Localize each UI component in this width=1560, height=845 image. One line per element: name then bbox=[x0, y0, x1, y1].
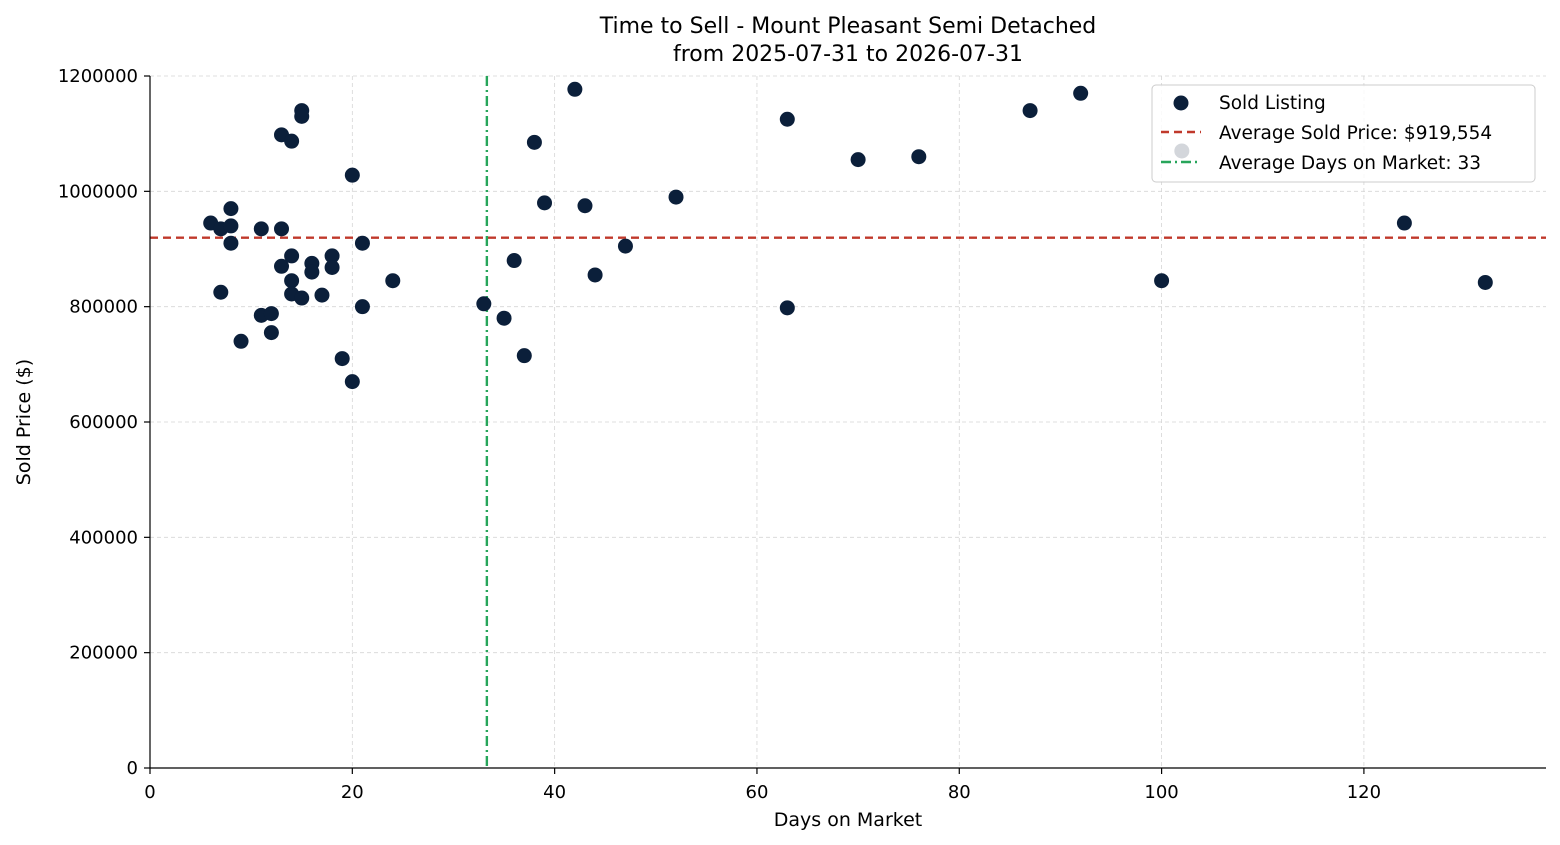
y-tick-label: 400000 bbox=[69, 527, 138, 548]
x-ticks: 0 20 40 60 80 100 120 bbox=[144, 768, 1381, 803]
legend-label-avg-price: Average Sold Price: $919,554 bbox=[1219, 123, 1492, 144]
sold-listing-point bbox=[779, 300, 795, 316]
sold-listing-point bbox=[223, 201, 239, 217]
x-tick-label: 120 bbox=[1347, 782, 1381, 803]
sold-listing-point bbox=[213, 284, 229, 300]
sold-listing-point bbox=[496, 310, 512, 326]
sold-listing-point bbox=[223, 218, 239, 234]
sold-listing-point bbox=[284, 273, 300, 289]
x-tick-label: 80 bbox=[948, 782, 971, 803]
sold-listing-point bbox=[223, 235, 239, 251]
sold-listing-point bbox=[354, 299, 370, 315]
sold-listing-point bbox=[324, 248, 340, 264]
sold-listing-point bbox=[294, 290, 310, 306]
sold-listing-point bbox=[263, 306, 279, 322]
x-tick-label: 0 bbox=[144, 782, 155, 803]
sold-listing-point bbox=[516, 348, 532, 364]
y-ticks: 0 200000 400000 600000 800000 1000000 1200000 bbox=[58, 66, 150, 779]
sold-listing-point bbox=[274, 258, 290, 274]
gridlines bbox=[150, 75, 1546, 768]
sold-listing-point bbox=[304, 264, 320, 280]
sold-listing-point bbox=[1154, 273, 1170, 289]
y-axis-label: Sold Price ($) bbox=[13, 359, 35, 485]
y-tick-label: 200000 bbox=[69, 643, 138, 664]
legend-marker-sold bbox=[1173, 95, 1189, 111]
sold-listing-point bbox=[263, 325, 279, 341]
sold-listing-point bbox=[324, 259, 340, 275]
sold-listing-point bbox=[567, 81, 583, 97]
sold-listing-point bbox=[587, 267, 603, 283]
sold-listing-point bbox=[344, 167, 360, 183]
sold-listing-point bbox=[617, 238, 633, 254]
sold-listing-point bbox=[911, 149, 927, 165]
sold-listing-point bbox=[476, 296, 492, 312]
x-axis-label: Days on Market bbox=[774, 809, 922, 831]
sold-listing-point bbox=[526, 134, 542, 150]
chart-title: Time to Sell - Mount Pleasant Semi Detac… bbox=[599, 14, 1097, 39]
legend: Sold Listing Average Sold Price: $919,55… bbox=[1151, 84, 1536, 183]
y-tick-label: 600000 bbox=[69, 412, 138, 433]
sold-listing-point bbox=[1396, 215, 1412, 231]
y-tick-label: 1000000 bbox=[58, 181, 138, 202]
sold-listing-point bbox=[284, 248, 300, 264]
reference-lines bbox=[150, 76, 1546, 768]
sold-listing-point bbox=[233, 333, 249, 349]
sold-listing-point bbox=[294, 108, 310, 124]
x-tick-label: 20 bbox=[341, 782, 364, 803]
chart-subtitle: from 2025-07-31 to 2026-07-31 bbox=[673, 42, 1023, 67]
sold-listing-point bbox=[506, 253, 522, 269]
sold-listing-point bbox=[1022, 103, 1038, 119]
y-tick-label: 0 bbox=[127, 758, 138, 779]
sold-listing-point bbox=[314, 287, 330, 303]
y-tick-label: 1200000 bbox=[58, 66, 138, 87]
x-tick-label: 100 bbox=[1144, 782, 1178, 803]
sold-listing-point bbox=[577, 198, 593, 214]
sold-listing-point bbox=[344, 374, 360, 390]
legend-box bbox=[1151, 84, 1536, 183]
sold-listing-point bbox=[668, 189, 684, 205]
sold-listing-point bbox=[334, 351, 350, 367]
sold-listing-point bbox=[385, 273, 401, 289]
x-tick-label: 60 bbox=[746, 782, 769, 803]
sold-listing-point bbox=[537, 195, 553, 211]
sold-listing-point bbox=[850, 152, 866, 168]
sold-listing-point bbox=[274, 221, 290, 237]
sold-listing-point bbox=[1477, 274, 1493, 290]
sold-listing-point bbox=[354, 235, 370, 251]
legend-label-avg-days: Average Days on Market: 33 bbox=[1219, 153, 1481, 174]
x-tick-label: 40 bbox=[543, 782, 566, 803]
sold-listing-point bbox=[253, 221, 269, 237]
legend-label-sold: Sold Listing bbox=[1219, 93, 1326, 114]
sold-listing-point bbox=[779, 111, 795, 127]
sold-listing-point bbox=[1073, 85, 1089, 101]
y-tick-label: 800000 bbox=[69, 297, 138, 318]
sold-listing-point bbox=[284, 133, 300, 149]
